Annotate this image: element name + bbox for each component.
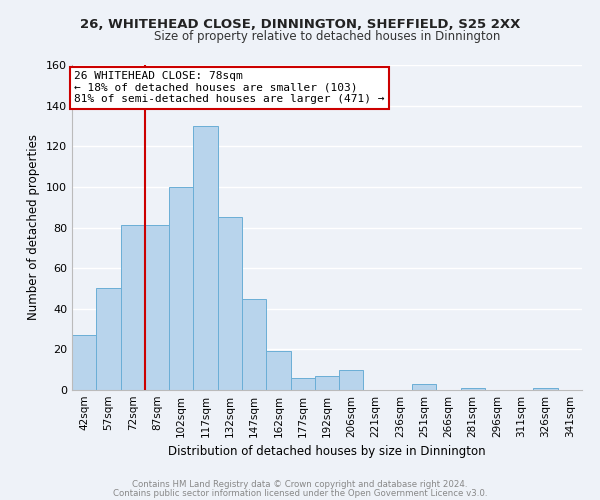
- Bar: [96, 288, 121, 390]
- Bar: [533, 388, 558, 390]
- Y-axis label: Number of detached properties: Number of detached properties: [28, 134, 40, 320]
- X-axis label: Distribution of detached houses by size in Dinnington: Distribution of detached houses by size …: [168, 446, 486, 458]
- Text: Contains public sector information licensed under the Open Government Licence v3: Contains public sector information licen…: [113, 489, 487, 498]
- Bar: [339, 370, 364, 390]
- Bar: [315, 376, 339, 390]
- Bar: [121, 226, 145, 390]
- Text: 26 WHITEHEAD CLOSE: 78sqm
← 18% of detached houses are smaller (103)
81% of semi: 26 WHITEHEAD CLOSE: 78sqm ← 18% of detac…: [74, 71, 385, 104]
- Bar: [461, 388, 485, 390]
- Bar: [412, 384, 436, 390]
- Text: Contains HM Land Registry data © Crown copyright and database right 2024.: Contains HM Land Registry data © Crown c…: [132, 480, 468, 489]
- Bar: [169, 187, 193, 390]
- Text: 26, WHITEHEAD CLOSE, DINNINGTON, SHEFFIELD, S25 2XX: 26, WHITEHEAD CLOSE, DINNINGTON, SHEFFIE…: [80, 18, 520, 30]
- Bar: [72, 335, 96, 390]
- Bar: [193, 126, 218, 390]
- Bar: [145, 226, 169, 390]
- Bar: [218, 218, 242, 390]
- Bar: [290, 378, 315, 390]
- Bar: [266, 352, 290, 390]
- Title: Size of property relative to detached houses in Dinnington: Size of property relative to detached ho…: [154, 30, 500, 43]
- Bar: [242, 298, 266, 390]
